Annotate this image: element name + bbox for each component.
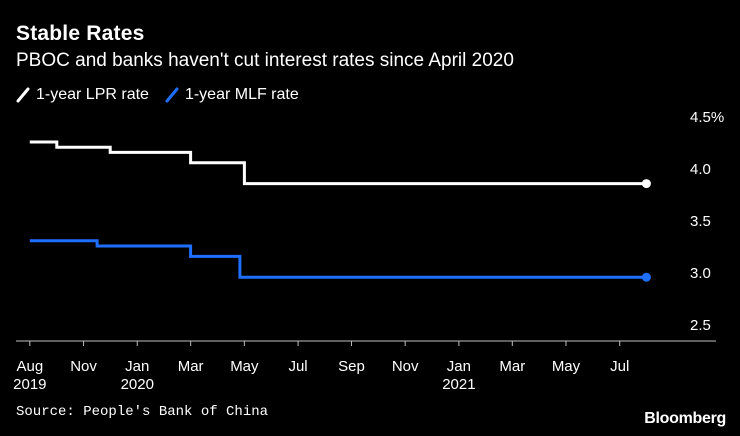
x-year-label: 2021 [442,376,475,393]
y-tick-label: 4.5% [690,109,724,126]
series-end-marker-mlf [641,272,651,282]
x-tick-label: Aug [16,358,43,375]
y-tick-label: 3.0 [690,265,711,282]
x-tick-label: Jul [610,358,629,375]
y-tick-label: 4.0 [690,161,711,178]
x-year-label: 2020 [121,376,154,393]
chart-title: Stable Rates [16,22,145,45]
legend-swatch-lpr [16,87,30,103]
x-tick-label: Jan [447,358,471,375]
x-tick-label: Sep [338,358,365,375]
chart-subtitle: PBOC and banks haven't cut interest rate… [16,50,514,71]
x-tick-label: May [230,358,259,375]
bloomberg-logo: Bloomberg [644,410,726,427]
legend-swatch-mlf [165,87,179,103]
x-tick-label: Mar [178,358,204,375]
legend: 1-year LPR rate 1-year MLF rate [16,86,315,104]
x-tick-label: Nov [70,358,97,375]
y-tick-label: 3.5 [690,213,711,230]
legend-label-lpr: 1-year LPR rate [36,86,149,103]
legend-item-mlf: 1-year MLF rate [165,86,299,104]
series-line-mlf [29,239,647,279]
x-tick-label: Nov [392,358,419,375]
series-end-marker-lpr [641,179,651,189]
source-note: Source: People's Bank of China [16,404,269,420]
x-tick-label: Mar [499,358,525,375]
legend-item-lpr: 1-year LPR rate [16,86,149,104]
y-tick-label: 2.5 [690,317,711,334]
x-year-label: 2019 [13,376,46,393]
x-tick-label: May [552,358,581,375]
series-line-lpr [29,140,647,186]
legend-label-mlf: 1-year MLF rate [184,86,299,103]
x-tick-label: Jan [125,358,149,375]
x-tick-label: Jul [288,358,307,375]
